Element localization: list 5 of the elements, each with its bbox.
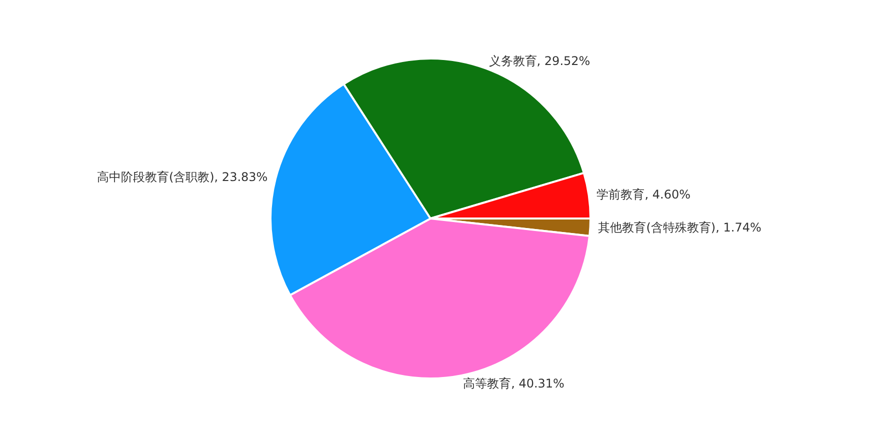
slice-label: 义务教育, 29.52% — [488, 54, 590, 68]
slice-label: 其他教育(含特殊教育), 1.74% — [598, 220, 762, 235]
slice-label: 学前教育, 4.60% — [596, 187, 690, 202]
slice-label: 高中阶段教育(含职教), 23.83% — [96, 170, 268, 184]
slice-label: 高等教育, 40.31% — [463, 376, 564, 390]
